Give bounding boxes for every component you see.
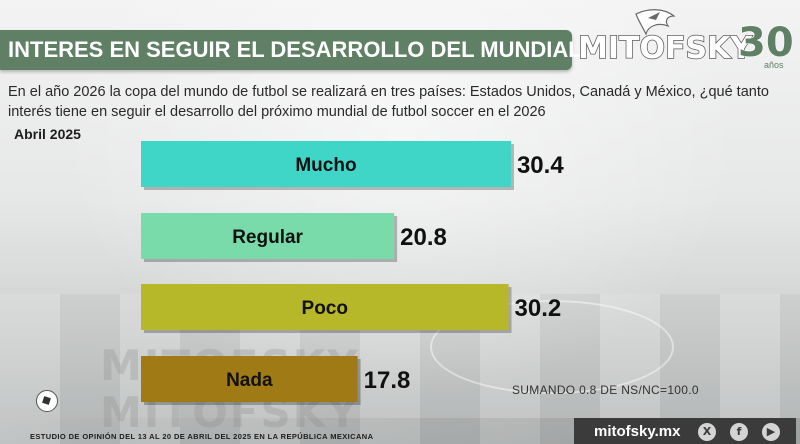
page-title: INTERES EN SEGUIR EL DESARROLLO DEL MUND… xyxy=(8,37,582,62)
brand-number: 30 xyxy=(738,20,793,66)
x-icon[interactable]: X xyxy=(698,423,716,441)
category-label: Regular xyxy=(232,227,303,248)
mitofsky-logo: MITOFSKY 30 años xyxy=(578,9,793,70)
category-label: Mucho xyxy=(295,155,356,176)
brand-name: MITOFSKY xyxy=(578,31,753,66)
value-label: 17.8 xyxy=(364,367,411,394)
site-link[interactable]: mitofsky.mx xyxy=(594,423,681,440)
youtube-icon[interactable]: ▶ xyxy=(762,423,780,441)
bar-regular xyxy=(141,213,395,259)
facebook-icon[interactable]: f xyxy=(730,423,748,441)
soccer-ball-icon xyxy=(36,390,58,412)
bar-mucho xyxy=(141,141,511,187)
category-label: Nada xyxy=(226,370,273,391)
ns-nc-note: SUMANDO 0.8 DE NS/NC=100.0 xyxy=(512,383,699,397)
survey-question: En el año 2026 la copa del mundo de futb… xyxy=(8,84,769,120)
bar-poco xyxy=(141,284,509,330)
study-footnote: ESTUDIO DE OPINIÓN DEL 13 AL 20 DE ABRIL… xyxy=(30,432,374,441)
title-bar: INTERES EN SEGUIR EL DESARROLLO DEL MUND… xyxy=(0,30,582,70)
date-label: Abril 2025 xyxy=(14,126,81,142)
bar-nada xyxy=(141,356,358,402)
value-label: 30.2 xyxy=(515,295,562,322)
eagle-icon xyxy=(635,9,676,36)
field-marking xyxy=(430,300,674,394)
value-label: 20.8 xyxy=(400,224,447,251)
footer-site-box xyxy=(574,418,796,444)
category-label: Poco xyxy=(302,298,348,319)
value-label: 30.4 xyxy=(517,152,564,179)
brand-sub: años xyxy=(764,60,784,70)
